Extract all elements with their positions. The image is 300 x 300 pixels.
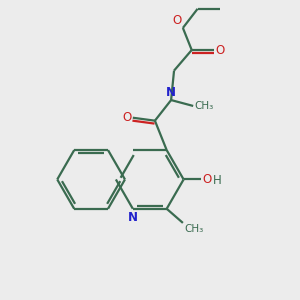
Text: O: O [215, 44, 224, 56]
Text: N: N [166, 86, 176, 99]
Text: O: O [122, 111, 131, 124]
Text: O: O [202, 173, 211, 186]
Text: O: O [172, 14, 182, 27]
Text: H: H [212, 173, 221, 187]
Text: N: N [128, 211, 138, 224]
Text: CH₃: CH₃ [184, 224, 204, 234]
Text: CH₃: CH₃ [194, 101, 214, 111]
